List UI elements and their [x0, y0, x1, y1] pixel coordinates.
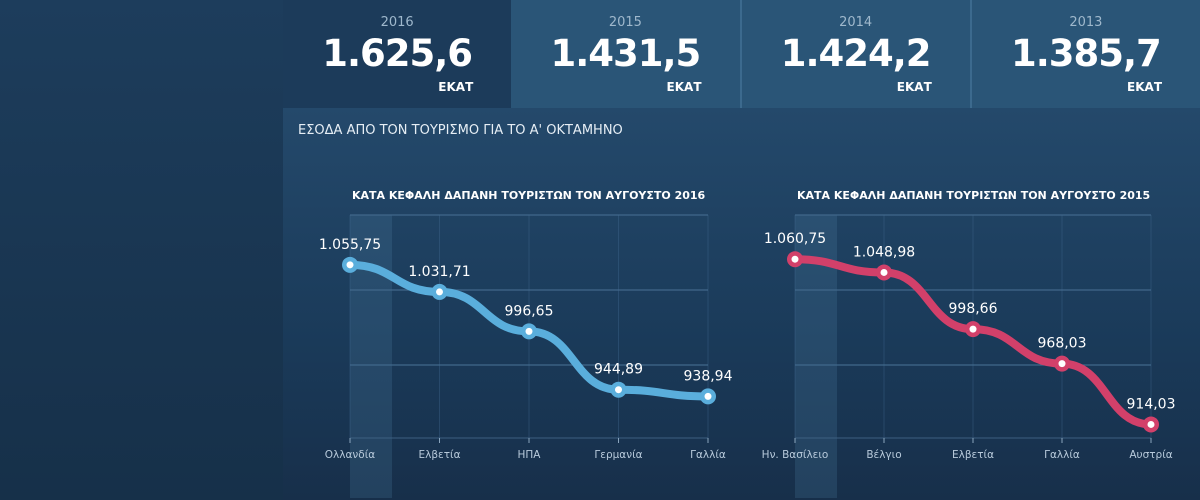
main-panel [283, 108, 1200, 500]
x-tick-label: Ελβετία [418, 449, 460, 461]
stat-year: 2016 [380, 15, 414, 30]
chart-title-2016: ΚΑΤΑ ΚΕΦΑΛΗ ΔΑΠΑΝΗ ΤΟΥΡΙΣΤΩΝ ΤΟΝ ΑΥΓΟΥΣΤ… [352, 189, 706, 202]
stat-year: 2015 [608, 15, 642, 30]
stat-unit: ΕΚΑΤ [666, 80, 702, 94]
data-label: 938,94 [684, 368, 733, 384]
stat-card-2013[interactable]: 2013 1.385,7 ΕΚΑΤ [971, 0, 1200, 108]
stat-value: 1.625,6 [322, 32, 473, 75]
x-tick-label: Βέλγιο [866, 449, 901, 461]
data-label: 1.048,98 [853, 244, 915, 260]
data-point-center [436, 288, 443, 296]
data-point-center [791, 255, 799, 263]
data-point-center [704, 392, 712, 400]
x-tick-label: Γαλλία [1044, 449, 1080, 461]
x-tick-label: Αυστρία [1129, 449, 1172, 461]
x-tick-label: Ην. Βασίλειο [762, 449, 829, 461]
data-label: 914,03 [1127, 396, 1176, 412]
data-point-center [615, 386, 622, 394]
data-label: 998,66 [949, 301, 998, 317]
data-point-center [1058, 360, 1066, 368]
yearly-stats: 2016 1.625,6 ΕΚΑΤ 2015 1.431,5 ΕΚΑΤ 2014… [283, 0, 1200, 108]
x-tick-label: Γαλλία [690, 449, 726, 461]
stat-year: 2014 [839, 15, 873, 30]
x-tick-label: Ολλανδία [325, 449, 375, 461]
stat-unit: ΕΚΑΤ [896, 80, 932, 94]
data-label: 1.031,71 [408, 264, 470, 280]
left-panel [0, 0, 283, 500]
data-point-center [525, 327, 533, 335]
stat-value: 1.385,7 [1010, 32, 1162, 75]
stat-unit: ΕΚΑΤ [1127, 80, 1162, 94]
stat-year: 2013 [1069, 15, 1103, 30]
data-label: 944,89 [594, 362, 643, 378]
stat-unit: ΕΚΑΤ [438, 80, 474, 94]
stat-card-2016[interactable]: 2016 1.625,6 ΕΚΑΤ [283, 0, 512, 108]
stat-value: 1.424,2 [780, 32, 932, 75]
data-point-center [880, 268, 888, 276]
data-label: 1.060,75 [764, 231, 826, 247]
data-point-center [969, 325, 977, 333]
section-title: ΕΣΟΔΑ ΑΠΟ ΤΟΝ ΤΟΥΡΙΣΜΟ ΓΙΑ ΤΟ Α' ΟΚΤΑΜΗΝ… [298, 123, 623, 138]
stat-value: 1.431,5 [550, 32, 701, 75]
data-point-center [1147, 420, 1155, 428]
stat-card-2015[interactable]: 2015 1.431,5 ΕΚΑΤ [511, 0, 742, 108]
chart-title-2015: ΚΑΤΑ ΚΕΦΑΛΗ ΔΑΠΑΝΗ ΤΟΥΡΙΣΤΩΝ ΤΟΝ ΑΥΓΟΥΣΤ… [797, 189, 1151, 202]
x-tick-label: Γερμανία [594, 449, 642, 461]
data-point-center [346, 261, 354, 269]
data-label: 996,65 [505, 303, 554, 319]
x-tick-label: ΗΠΑ [518, 449, 542, 461]
data-label: 968,03 [1038, 336, 1087, 352]
stat-card-2014[interactable]: 2014 1.424,2 ΕΚΑΤ [741, 0, 972, 108]
x-tick-label: Ελβετία [952, 449, 994, 461]
data-label: 1.055,75 [319, 237, 381, 253]
